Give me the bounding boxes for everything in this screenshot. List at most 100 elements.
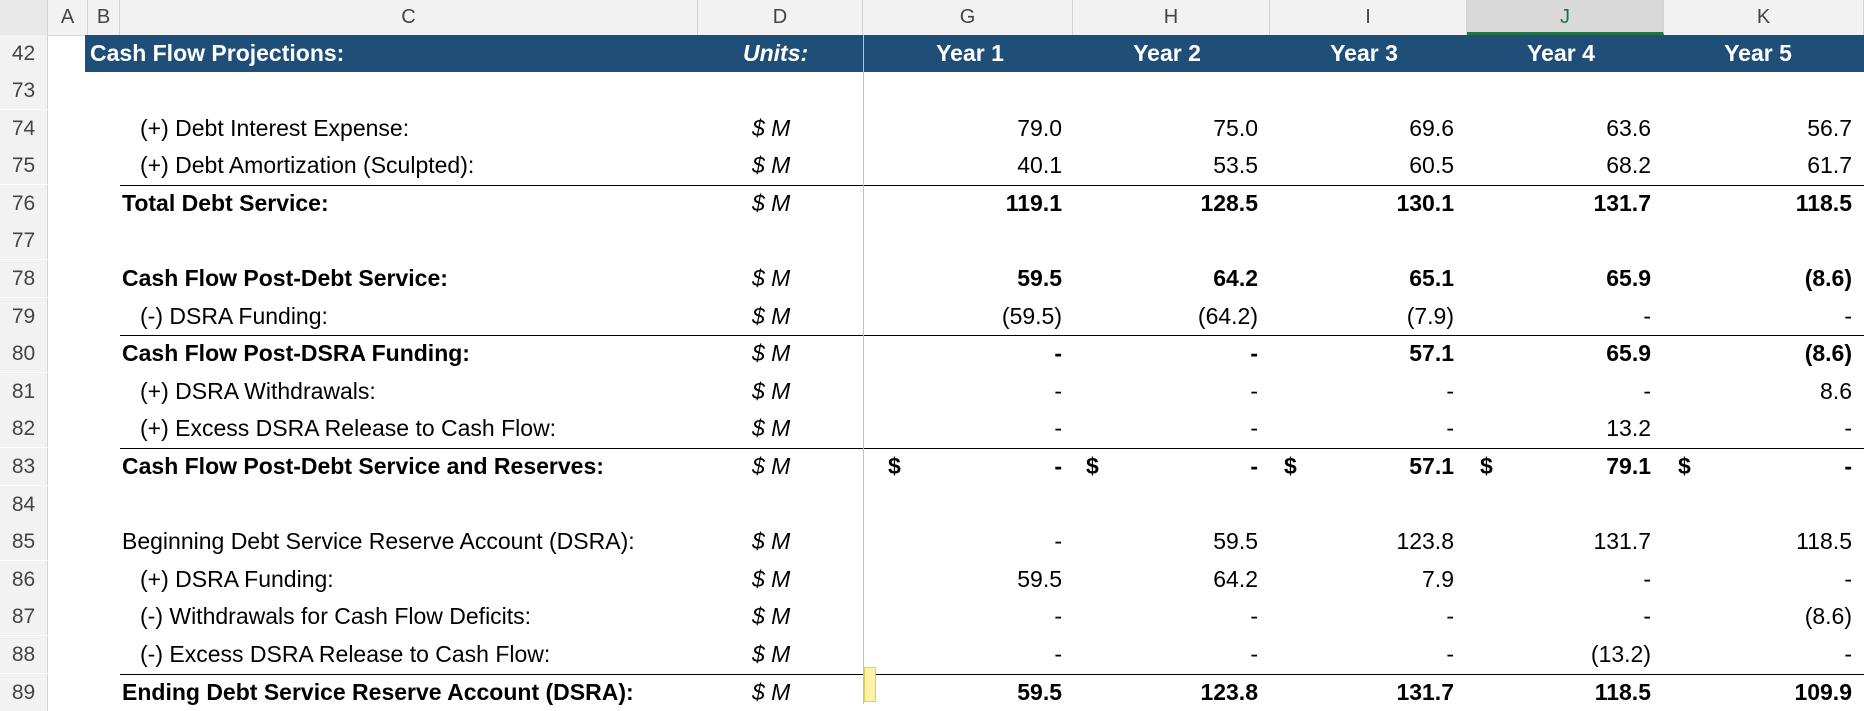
row-label[interactable]: Total Debt Service: xyxy=(122,189,329,216)
value-cell-year-2[interactable]: - xyxy=(1250,340,1258,367)
row-label[interactable]: (+) Debt Amortization (Sculpted): xyxy=(140,152,475,179)
unit-cell[interactable]: $ M xyxy=(752,678,791,705)
value-cell-year-5[interactable] xyxy=(1672,486,1852,523)
value-cell-year-4[interactable] xyxy=(1475,222,1651,259)
value-cell-year-2[interactable] xyxy=(1080,222,1258,259)
value-cell-year-2[interactable] xyxy=(1080,72,1258,109)
row-number[interactable]: 79 xyxy=(0,297,48,335)
row-number[interactable]: 73 xyxy=(0,72,48,109)
value-cell-year-3[interactable]: (7.9) xyxy=(1406,302,1454,329)
value-cell-year-4[interactable]: 131.7 xyxy=(1593,189,1651,216)
row-label[interactable]: Cash Flow Post-Debt Service and Reserves… xyxy=(122,453,604,479)
column-header-g[interactable]: G xyxy=(863,0,1073,35)
row-number[interactable]: 78 xyxy=(0,260,48,297)
column-header-k[interactable]: K xyxy=(1664,0,1864,35)
column-header-b[interactable]: B xyxy=(88,0,120,35)
row-label[interactable]: Cash Flow Post-DSRA Funding: xyxy=(122,340,470,367)
value-cell-year-5[interactable]: 8.6 xyxy=(1820,377,1852,404)
row-number[interactable]: 75 xyxy=(0,147,48,185)
value-cell-year-4[interactable]: - xyxy=(1643,565,1651,592)
row-label[interactable]: Beginning Debt Service Reserve Account (… xyxy=(122,528,635,555)
value-cell-year-3[interactable]: 57.1 xyxy=(1409,340,1454,367)
value-cell-year-1[interactable]: - xyxy=(1054,415,1062,442)
value-cell-year-4[interactable]: 68.2 xyxy=(1606,152,1651,179)
row-number[interactable]: 88 xyxy=(0,636,48,673)
value-cell-year-2[interactable]: 53.5 xyxy=(1213,152,1258,179)
unit-cell[interactable]: $ M xyxy=(752,453,791,479)
column-header-j[interactable]: J xyxy=(1467,0,1664,35)
value-cell-year-1[interactable] xyxy=(880,486,1062,523)
value-cell-year-3[interactable]: 123.8 xyxy=(1396,528,1454,555)
unit-cell[interactable]: $ M xyxy=(752,415,791,442)
value-cell-year-1[interactable]: 40.1 xyxy=(1017,152,1062,179)
value-cell-year-1[interactable] xyxy=(880,222,1062,259)
unit-cell[interactable]: $ M xyxy=(752,340,791,367)
value-cell-year-3[interactable]: - xyxy=(1446,377,1454,404)
value-cell-year-3[interactable]: 57.1 xyxy=(1409,453,1454,479)
row-label[interactable]: (+) Excess DSRA Release to Cash Flow: xyxy=(140,415,557,442)
value-cell-year-2[interactable]: (64.2) xyxy=(1197,302,1258,329)
column-header-a[interactable]: A xyxy=(48,0,88,35)
unit-cell[interactable]: $ M xyxy=(752,528,791,555)
value-cell-year-2[interactable] xyxy=(1080,486,1258,523)
value-cell-year-3[interactable]: - xyxy=(1446,641,1454,667)
value-cell-year-2[interactable]: - xyxy=(1250,415,1258,442)
row-number[interactable]: 76 xyxy=(0,184,48,222)
year-5-header[interactable]: Year 5 xyxy=(1724,40,1792,66)
value-cell-year-1[interactable]: - xyxy=(1054,641,1062,667)
value-cell-year-5[interactable]: 118.5 xyxy=(1795,189,1852,216)
value-cell-year-5[interactable]: 61.7 xyxy=(1807,152,1852,179)
value-cell-year-4[interactable]: 131.7 xyxy=(1593,528,1651,555)
row-number[interactable]: 74 xyxy=(0,109,48,147)
row-label[interactable]: Cash Flow Post-Debt Service: xyxy=(122,265,448,291)
value-cell-year-3[interactable]: - xyxy=(1446,415,1454,442)
row-label[interactable]: (-) Withdrawals for Cash Flow Deficits: xyxy=(140,603,532,630)
column-header-i[interactable]: I xyxy=(1270,0,1467,35)
value-cell-year-2[interactable]: - xyxy=(1250,453,1258,479)
value-cell-year-5[interactable]: 56.7 xyxy=(1807,114,1852,141)
row-label[interactable]: (+) DSRA Funding: xyxy=(140,565,334,592)
row-number[interactable]: 84 xyxy=(0,485,48,523)
value-cell-year-2[interactable]: 128.5 xyxy=(1200,189,1258,216)
column-header-c[interactable]: C xyxy=(120,0,698,35)
row-number[interactable]: 83 xyxy=(0,448,48,485)
value-cell-year-3[interactable] xyxy=(1277,486,1454,523)
unit-cell[interactable]: $ M xyxy=(752,114,791,141)
value-cell-year-5[interactable]: (8.6) xyxy=(1804,265,1852,291)
year-1-header[interactable]: Year 1 xyxy=(936,40,1004,66)
value-cell-year-3[interactable]: 7.9 xyxy=(1422,565,1454,592)
value-cell-year-4[interactable]: - xyxy=(1643,603,1651,630)
value-cell-year-3[interactable]: 69.6 xyxy=(1409,114,1454,141)
value-cell-year-4[interactable]: - xyxy=(1643,377,1651,404)
value-cell-year-2[interactable]: - xyxy=(1250,377,1258,404)
value-cell-year-4[interactable]: 13.2 xyxy=(1606,415,1651,442)
value-cell-year-4[interactable]: (13.2) xyxy=(1590,641,1651,667)
value-cell-year-3[interactable]: 131.7 xyxy=(1396,678,1454,705)
value-cell-year-2[interactable]: 59.5 xyxy=(1213,528,1258,555)
unit-cell[interactable]: $ M xyxy=(752,603,791,630)
row-number[interactable]: 89 xyxy=(0,673,48,711)
value-cell-year-4[interactable]: 65.9 xyxy=(1606,340,1651,367)
row-number[interactable]: 82 xyxy=(0,410,48,448)
value-cell-year-5[interactable]: - xyxy=(1844,565,1852,592)
value-cell-year-4[interactable] xyxy=(1475,486,1651,523)
row-number[interactable]: 81 xyxy=(0,372,48,410)
value-cell-year-3[interactable]: 60.5 xyxy=(1409,152,1454,179)
unit-cell[interactable]: $ M xyxy=(752,265,791,291)
value-cell-year-4[interactable] xyxy=(1475,72,1651,109)
value-cell-year-5[interactable]: - xyxy=(1844,453,1852,479)
value-cell-year-1[interactable]: (59.5) xyxy=(1001,302,1062,329)
value-cell-year-2[interactable]: 64.2 xyxy=(1213,265,1258,291)
value-cell-year-5[interactable] xyxy=(1672,222,1852,259)
year-2-header[interactable]: Year 2 xyxy=(1133,40,1201,66)
value-cell-year-4[interactable]: 118.5 xyxy=(1594,678,1651,705)
section-title[interactable]: Cash Flow Projections: xyxy=(90,40,345,66)
value-cell-year-3[interactable]: 130.1 xyxy=(1396,189,1454,216)
row-number[interactable]: 87 xyxy=(0,598,48,636)
value-cell-year-2[interactable]: 64.2 xyxy=(1213,565,1258,592)
select-all-corner[interactable] xyxy=(0,0,48,35)
row-label[interactable]: (+) DSRA Withdrawals: xyxy=(140,377,376,404)
value-cell-year-5[interactable]: - xyxy=(1844,302,1852,329)
row-number[interactable]: 86 xyxy=(0,560,48,598)
year-4-header[interactable]: Year 4 xyxy=(1527,40,1595,66)
